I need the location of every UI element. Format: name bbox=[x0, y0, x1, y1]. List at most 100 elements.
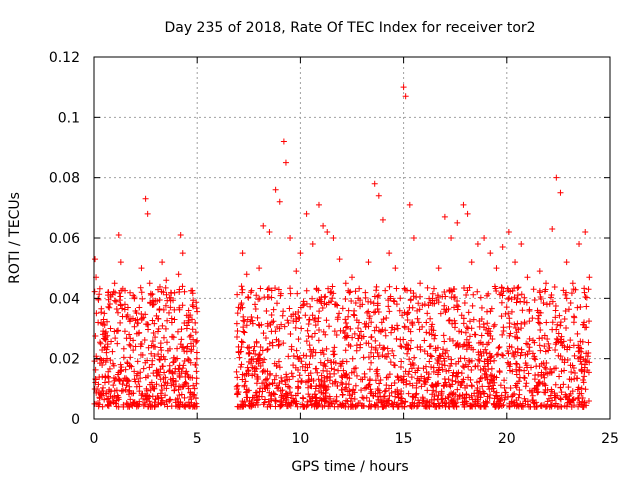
data-point-plus bbox=[471, 331, 478, 338]
data-point-plus bbox=[135, 320, 142, 327]
data-point-plus bbox=[193, 375, 200, 382]
data-point-plus bbox=[398, 343, 405, 350]
data-point-plus bbox=[524, 341, 531, 348]
data-point-plus bbox=[426, 343, 433, 350]
data-point-plus bbox=[106, 386, 113, 393]
data-point-plus bbox=[160, 334, 167, 341]
data-point-plus bbox=[524, 401, 531, 408]
data-point-plus bbox=[580, 379, 587, 386]
data-point-plus bbox=[190, 297, 197, 304]
data-point-plus bbox=[343, 333, 350, 340]
data-point-plus bbox=[481, 358, 488, 365]
data-point-plus bbox=[558, 368, 565, 375]
data-point-plus bbox=[445, 353, 452, 360]
data-point-plus bbox=[292, 392, 299, 399]
data-point-plus bbox=[448, 390, 455, 397]
data-point-plus bbox=[581, 319, 588, 326]
data-point-plus bbox=[414, 315, 421, 322]
data-point-plus bbox=[104, 332, 111, 339]
data-point-plus bbox=[441, 338, 448, 345]
data-point-plus bbox=[300, 352, 307, 359]
data-point-plus bbox=[286, 305, 293, 312]
data-point-plus bbox=[514, 380, 521, 387]
data-point-plus bbox=[353, 372, 360, 379]
data-point-plus bbox=[254, 396, 261, 403]
data-point-plus bbox=[261, 399, 268, 406]
data-point-plus bbox=[260, 222, 267, 229]
data-point-plus bbox=[415, 319, 422, 326]
data-point-plus bbox=[482, 346, 489, 353]
data-point-plus bbox=[417, 346, 424, 353]
data-point-plus bbox=[435, 299, 442, 306]
data-point-plus bbox=[260, 379, 267, 386]
data-point-plus bbox=[184, 343, 191, 350]
data-point-plus bbox=[445, 403, 452, 410]
data-point-plus bbox=[455, 303, 462, 310]
data-point-plus bbox=[498, 392, 505, 399]
data-point-plus bbox=[372, 403, 379, 410]
data-point-plus bbox=[303, 338, 310, 345]
data-point-plus bbox=[108, 338, 115, 345]
data-point-plus bbox=[233, 383, 240, 390]
data-point-plus bbox=[575, 348, 582, 355]
data-point-plus bbox=[325, 403, 332, 410]
data-point-plus bbox=[446, 335, 453, 342]
data-point-plus bbox=[119, 305, 126, 312]
data-point-plus bbox=[239, 339, 246, 346]
data-point-plus bbox=[368, 359, 375, 366]
data-point-plus bbox=[428, 353, 435, 360]
data-point-plus bbox=[541, 343, 548, 350]
data-point-plus bbox=[487, 308, 494, 315]
data-point-plus bbox=[468, 325, 475, 332]
data-point-plus bbox=[581, 368, 588, 375]
data-point-plus bbox=[270, 390, 277, 397]
data-point-plus bbox=[552, 381, 559, 388]
data-point-plus bbox=[549, 319, 556, 326]
data-point-plus bbox=[353, 347, 360, 354]
data-point-plus bbox=[253, 397, 260, 404]
data-point-plus bbox=[168, 319, 175, 326]
data-point-plus bbox=[405, 390, 412, 397]
data-point-plus bbox=[441, 358, 448, 365]
data-point-plus bbox=[372, 337, 379, 344]
data-point-plus bbox=[132, 378, 139, 385]
data-point-plus bbox=[166, 368, 173, 375]
chart-title: Day 235 of 2018, Rate Of TEC Index for r… bbox=[164, 20, 535, 36]
data-point-plus bbox=[94, 386, 101, 393]
data-point-plus bbox=[552, 400, 559, 407]
data-point-plus bbox=[366, 398, 373, 405]
data-point-plus bbox=[322, 293, 329, 300]
data-point-plus bbox=[128, 401, 135, 408]
data-point-plus bbox=[491, 321, 498, 328]
data-point-plus bbox=[558, 389, 565, 396]
data-point-plus bbox=[305, 333, 312, 340]
data-point-plus bbox=[375, 396, 382, 403]
data-point-plus bbox=[149, 402, 156, 409]
data-point-plus bbox=[240, 328, 247, 335]
data-point-plus bbox=[245, 294, 252, 301]
data-point-plus bbox=[171, 316, 178, 323]
data-point-plus bbox=[375, 192, 382, 199]
data-point-plus bbox=[287, 389, 294, 396]
data-point-plus bbox=[522, 351, 529, 358]
data-point-plus bbox=[166, 294, 173, 301]
data-point-plus bbox=[367, 386, 374, 393]
data-point-plus bbox=[502, 389, 509, 396]
data-point-plus bbox=[342, 316, 349, 323]
data-point-plus bbox=[343, 319, 350, 326]
data-point-plus bbox=[532, 403, 539, 410]
data-point-plus bbox=[117, 293, 124, 300]
data-point-plus bbox=[566, 398, 573, 405]
data-point-plus bbox=[370, 309, 377, 316]
data-point-plus bbox=[163, 398, 170, 405]
data-point-plus bbox=[146, 364, 153, 371]
data-point-plus bbox=[583, 303, 590, 310]
data-point-plus bbox=[507, 384, 514, 391]
data-point-plus bbox=[407, 402, 414, 409]
data-point-plus bbox=[521, 367, 528, 374]
data-point-plus bbox=[300, 403, 307, 410]
data-point-plus bbox=[534, 307, 541, 314]
data-point-plus bbox=[167, 304, 174, 311]
data-point-plus bbox=[464, 287, 471, 294]
data-point-plus bbox=[155, 315, 162, 322]
